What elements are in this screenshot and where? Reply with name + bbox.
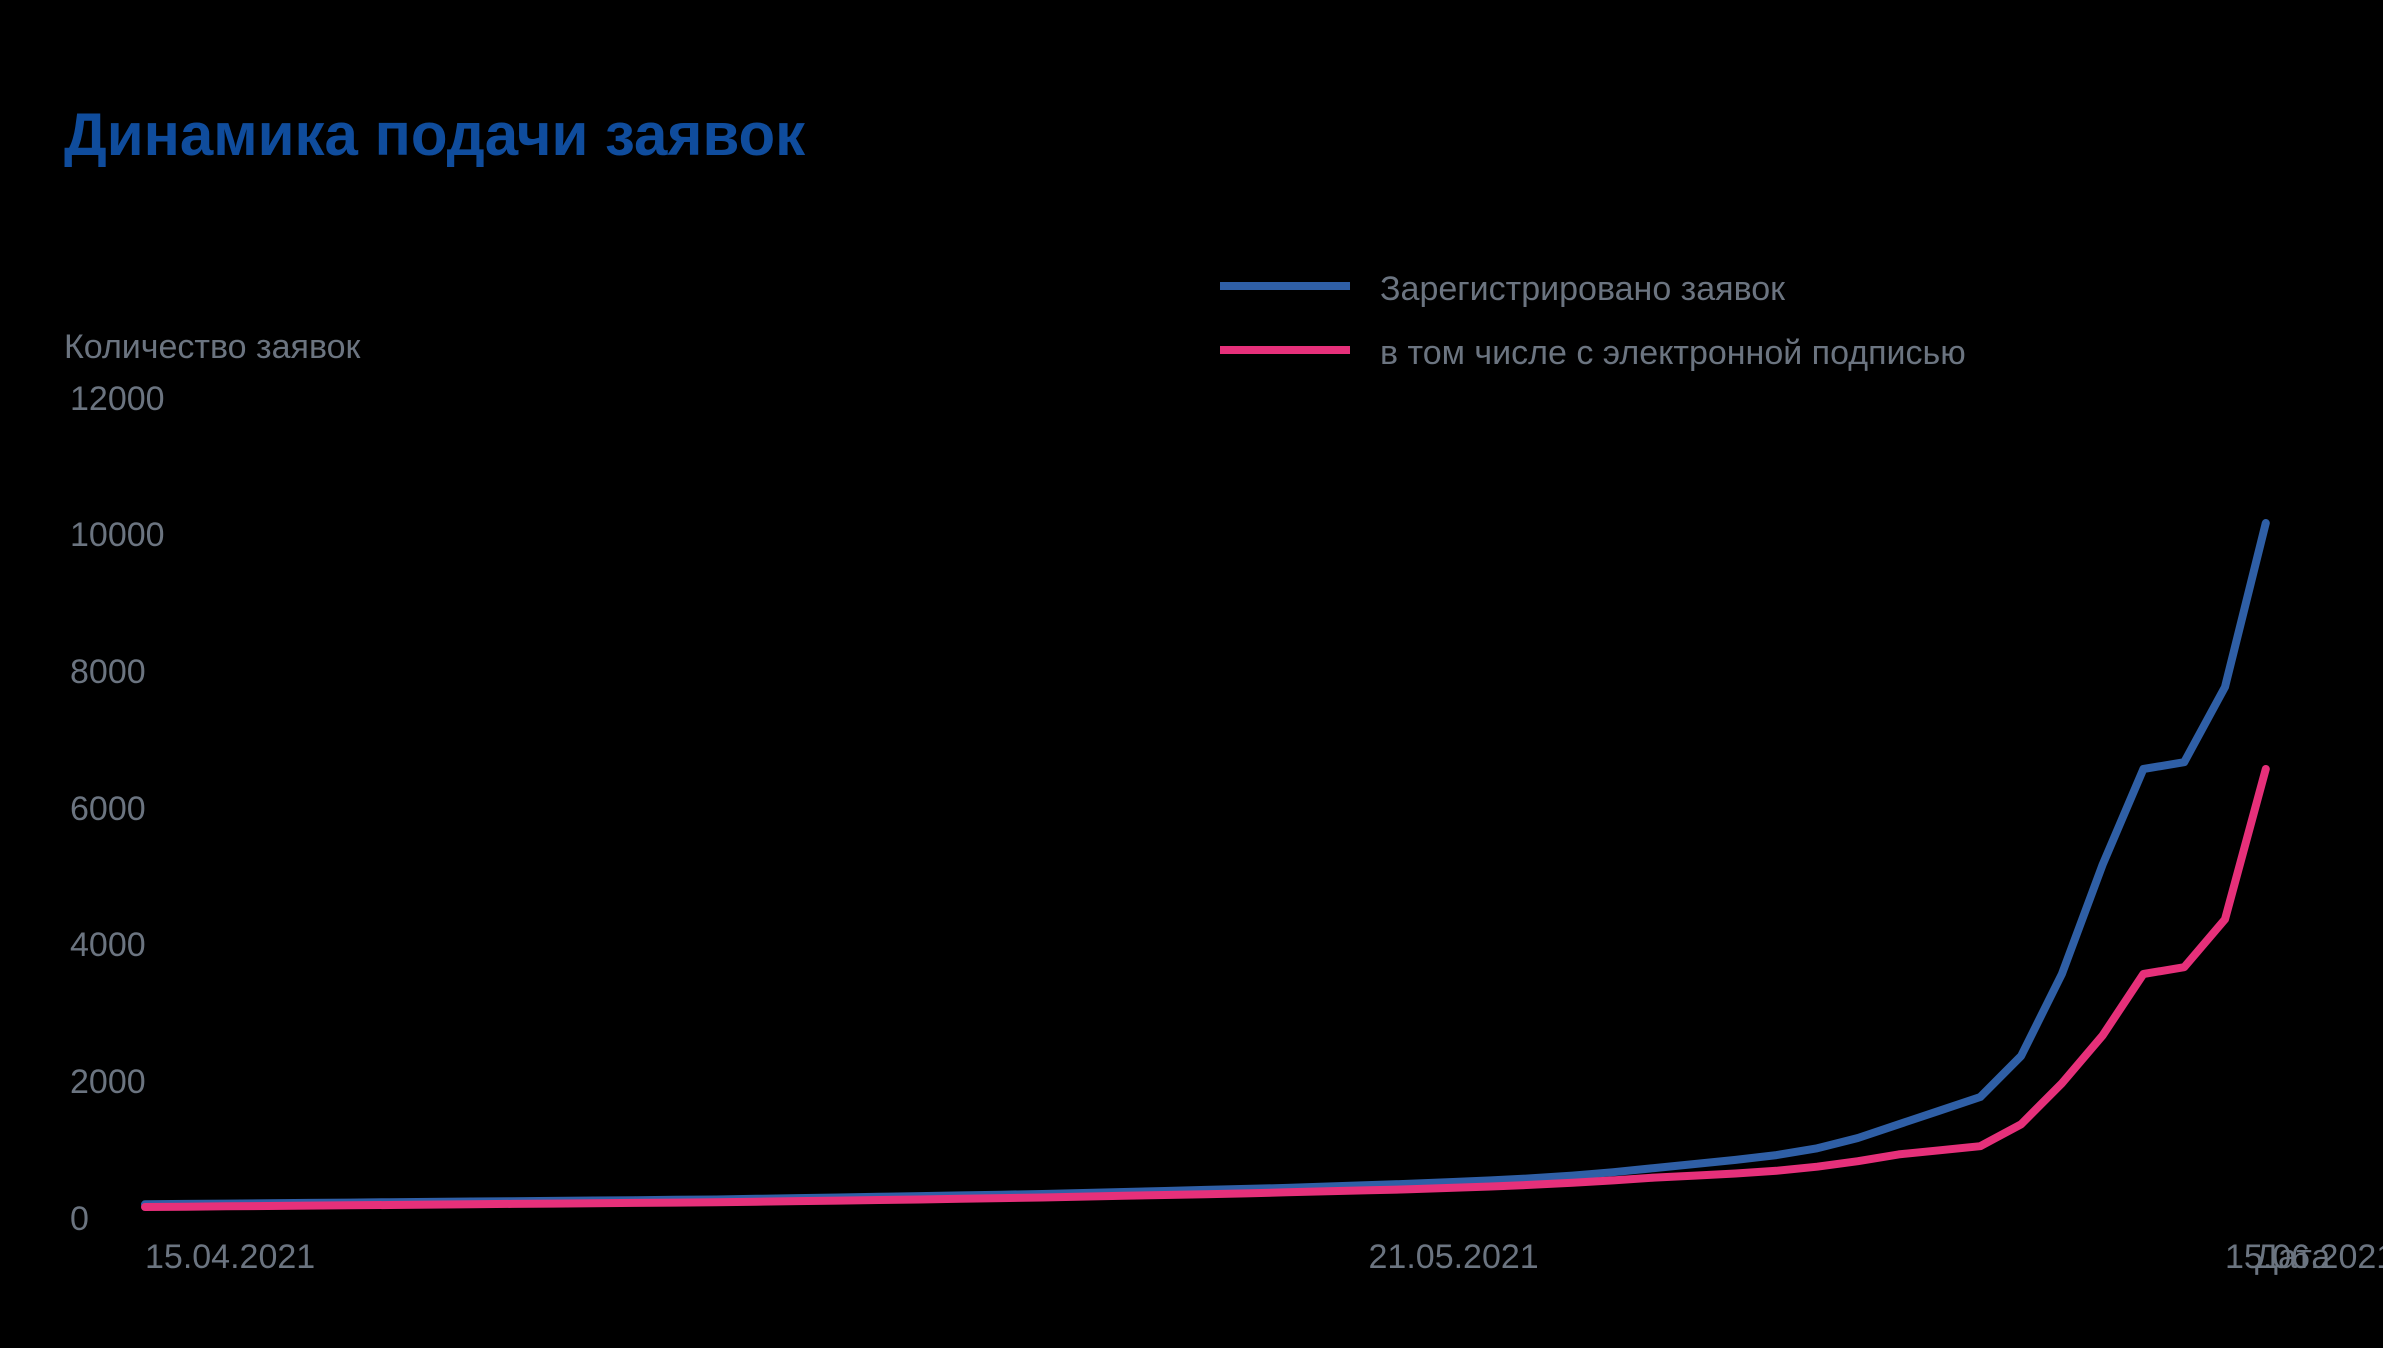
legend-swatch [1220,346,1350,354]
chart-title: Динамика подачи заявок [64,100,805,169]
x-tick-label: 15.04.2021 [145,1238,315,1277]
y-tick-label: 2000 [70,1063,146,1102]
x-tick-label: 15.06.2021 [2225,1238,2383,1277]
y-tick-label: 4000 [70,926,146,965]
x-tick-label: 21.05.2021 [1369,1238,1539,1277]
legend-swatch [1220,282,1350,290]
y-tick-label: 10000 [70,516,165,555]
y-axis-label: Количество заявок [64,328,360,367]
y-tick-label: 0 [70,1200,89,1239]
series-line [145,523,2266,1204]
y-tick-label: 8000 [70,653,146,692]
y-tick-label: 6000 [70,790,146,829]
series-line [145,769,2266,1207]
legend-label: Зарегистрировано заявок [1380,270,1785,309]
plot-area [145,400,2225,1220]
legend-label: в том числе с электронной подписью [1380,334,1966,373]
y-tick-label: 12000 [70,380,165,419]
